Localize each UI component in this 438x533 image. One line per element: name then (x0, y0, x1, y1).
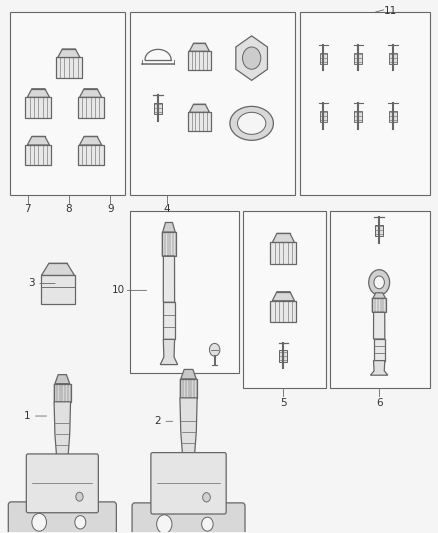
Polygon shape (180, 398, 197, 455)
Bar (389, 111, 397, 122)
Bar (320, 53, 327, 64)
Circle shape (157, 515, 172, 533)
Bar (42, 276, 74, 304)
Bar (375, 225, 383, 236)
Bar (187, 51, 211, 70)
Bar (320, 111, 327, 122)
Circle shape (369, 270, 390, 295)
Bar (10, 12, 125, 195)
Bar (270, 243, 297, 264)
Bar (130, 12, 295, 195)
Text: 8: 8 (66, 205, 72, 214)
Circle shape (374, 276, 385, 289)
Bar (54, 384, 71, 402)
Circle shape (201, 517, 213, 531)
Bar (78, 97, 104, 118)
Circle shape (75, 515, 86, 529)
Bar (243, 211, 325, 389)
Polygon shape (54, 402, 71, 456)
Circle shape (209, 343, 220, 356)
Text: 11: 11 (384, 6, 398, 15)
Bar (56, 58, 82, 78)
Circle shape (76, 492, 83, 501)
Text: 5: 5 (280, 398, 287, 408)
Polygon shape (55, 375, 70, 384)
Polygon shape (272, 292, 294, 301)
Text: 4: 4 (163, 205, 170, 214)
Ellipse shape (237, 112, 266, 134)
Polygon shape (163, 256, 175, 302)
Bar (330, 211, 430, 389)
Text: 7: 7 (24, 205, 31, 214)
Bar (354, 111, 362, 122)
Polygon shape (371, 361, 388, 375)
Circle shape (243, 47, 261, 69)
Text: 2: 2 (154, 416, 160, 426)
Polygon shape (162, 222, 175, 232)
Text: 3: 3 (28, 278, 34, 288)
Bar (163, 302, 175, 340)
Polygon shape (181, 369, 196, 379)
Polygon shape (160, 340, 178, 365)
Bar (78, 145, 104, 165)
Bar (270, 301, 297, 322)
FancyBboxPatch shape (151, 453, 226, 514)
Circle shape (32, 513, 46, 531)
Polygon shape (189, 43, 209, 51)
Circle shape (203, 492, 210, 502)
Bar (279, 351, 287, 362)
Polygon shape (374, 312, 385, 339)
Polygon shape (27, 136, 49, 145)
Bar (300, 12, 430, 195)
Bar (180, 379, 197, 398)
Bar (25, 97, 51, 118)
Bar (374, 339, 385, 361)
Ellipse shape (230, 107, 273, 140)
Bar (154, 103, 162, 114)
Bar (354, 53, 362, 64)
Polygon shape (373, 293, 385, 298)
Bar (372, 298, 386, 312)
Text: 9: 9 (107, 205, 113, 214)
FancyBboxPatch shape (26, 454, 99, 513)
Text: 6: 6 (376, 398, 382, 408)
Bar (130, 211, 239, 373)
Polygon shape (236, 36, 268, 80)
Bar (162, 232, 176, 256)
Text: 10: 10 (111, 285, 124, 295)
Bar (25, 145, 51, 165)
Polygon shape (189, 104, 209, 112)
Bar (187, 112, 211, 131)
FancyBboxPatch shape (8, 502, 117, 533)
Polygon shape (80, 136, 102, 145)
Text: 1: 1 (23, 411, 30, 421)
FancyBboxPatch shape (132, 503, 245, 533)
Polygon shape (58, 49, 80, 58)
Bar (389, 53, 397, 64)
Polygon shape (80, 89, 102, 97)
Polygon shape (272, 233, 294, 243)
Polygon shape (42, 263, 74, 276)
Polygon shape (27, 89, 49, 97)
